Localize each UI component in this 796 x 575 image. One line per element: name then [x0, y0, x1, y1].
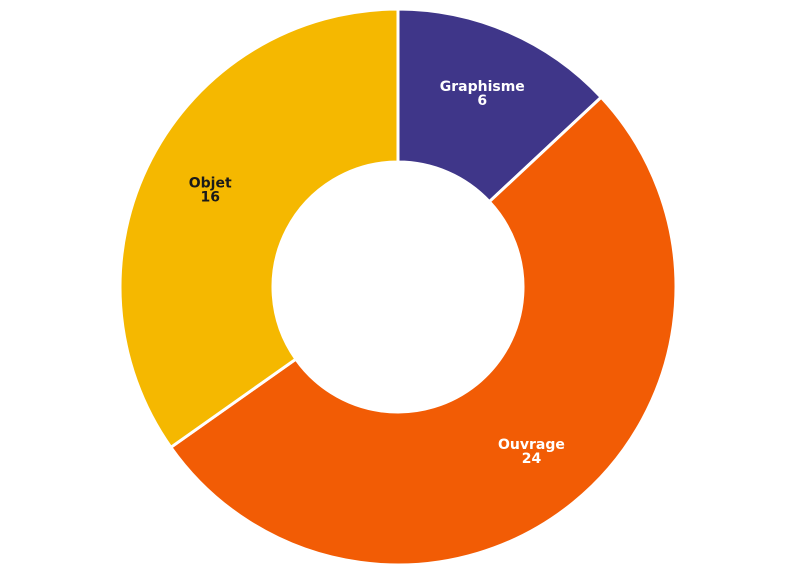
slice-value-objet: 16	[200, 190, 219, 206]
slice-value-ouvrage: 24	[522, 451, 542, 467]
slice-graphisme	[396, 7, 604, 204]
slice-label-graphisme: Graphisme	[440, 79, 525, 95]
slice-value-graphisme: 6	[477, 93, 487, 109]
slice-ouvrage	[168, 95, 678, 567]
slice-label-ouvrage: Ouvrage	[498, 437, 565, 453]
slice-label-objet: Objet	[189, 176, 232, 192]
slice-objet	[118, 7, 400, 450]
